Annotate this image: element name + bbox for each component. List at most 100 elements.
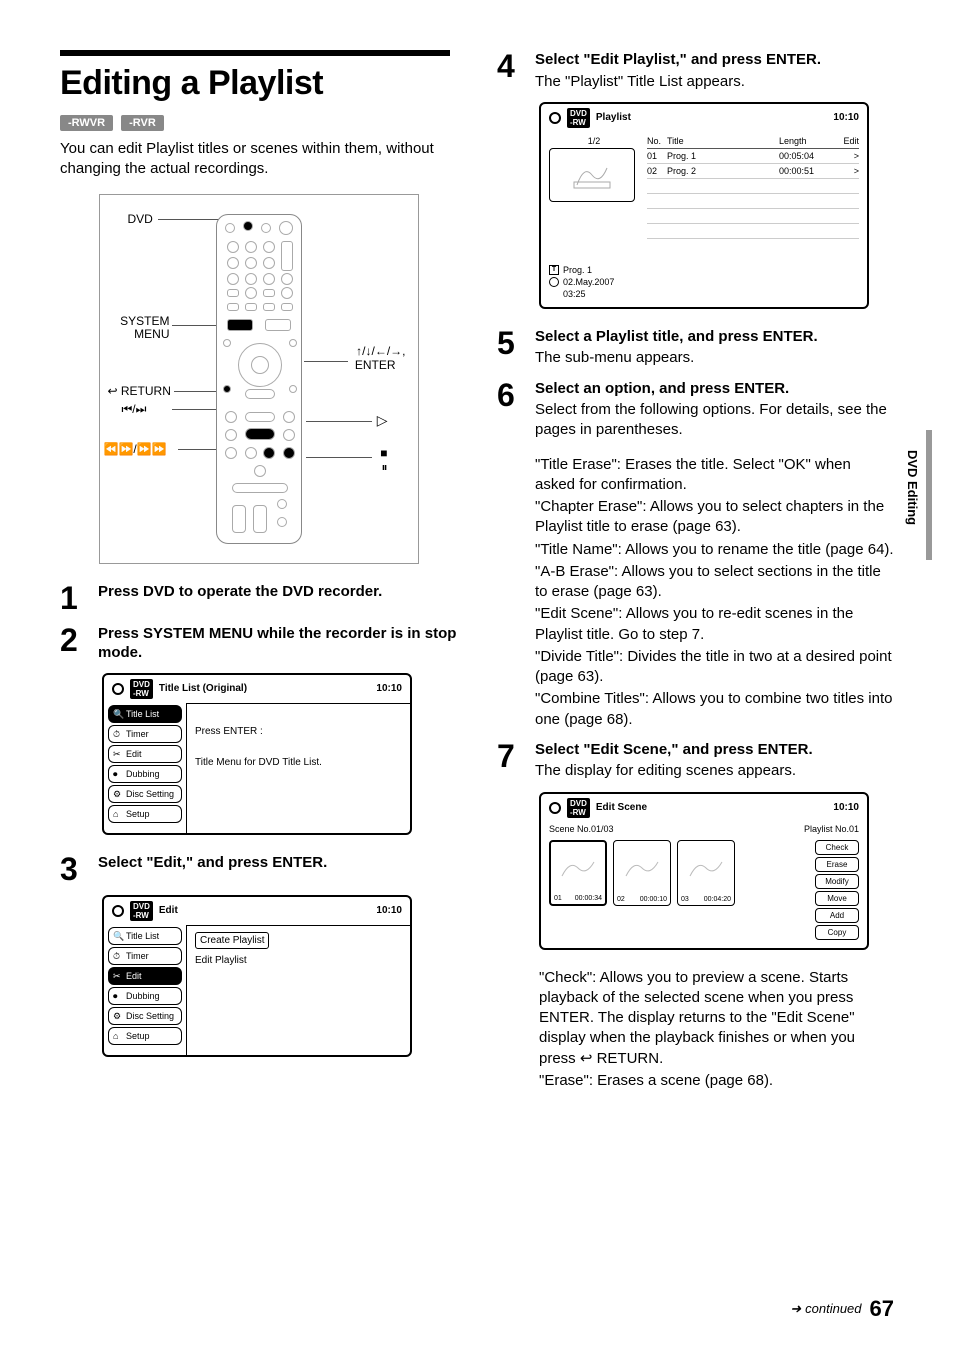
osd-tab-disc-setting: ⚙Disc Setting [108, 785, 182, 803]
label-rew-fwd: ⏪⏩/⏩⏩ [104, 443, 167, 456]
osd-title-list: DVD-RW Title List (Original) 10:10 🔍Titl… [102, 673, 412, 835]
disc-icon [549, 112, 561, 124]
tab-label: Setup [126, 1031, 150, 1041]
disc-icon [112, 683, 124, 695]
dvd-tag-icon: DVD-RW [130, 679, 153, 699]
step-7-head: Select "Edit Scene," and press ENTER. [535, 740, 813, 760]
step-7-body: The display for editing scenes appears. [535, 761, 813, 781]
osd-tab-dubbing: ⏺Dubbing [108, 765, 182, 783]
osd-playlist: DVD-RW Playlist 10:10 1/2 No. Title Leng… [539, 102, 869, 309]
tab-label: Disc Setting [126, 789, 174, 799]
label-stop: ■ [380, 447, 387, 460]
pl-edit: > [839, 166, 859, 176]
scene-thumb: 02 00:00:10 [613, 840, 671, 906]
clock-icon [549, 277, 559, 287]
pl-len: 00:05:04 [779, 151, 839, 161]
osd-title-list-time: 10:10 [376, 683, 402, 694]
tab-icon: ⏺ [113, 769, 123, 779]
osd-tab-dubbing: ⏺Dubbing [108, 987, 182, 1005]
dvd-tag-icon: DVD-RW [567, 798, 590, 818]
scene-btn-copy: Copy [815, 925, 859, 940]
tab-icon: ⏱ [113, 951, 123, 961]
scene-thumb-time: 00:04:20 [704, 896, 731, 903]
step-3: 3 Select "Edit," and press ENTER. [60, 853, 457, 885]
playlist-row: 01Prog. 100:05:04> [647, 149, 859, 164]
step-num-7: 7 [497, 740, 521, 772]
title-icon: T [549, 265, 559, 275]
playlist-table: No. Title Length Edit 01Prog. 100:05:04>… [647, 136, 859, 253]
osd-tab-title-list: 🔍Title List [108, 927, 182, 945]
scene-btn-move: Move [815, 891, 859, 906]
label-dvd: DVD [128, 213, 153, 226]
step-4-head: Select "Edit Playlist," and press ENTER. [535, 50, 821, 70]
label-return: ↩ RETURN [108, 385, 171, 398]
osd-tab-timer: ⏱Timer [108, 947, 182, 965]
side-marker-bar [926, 430, 932, 560]
step-7: 7 Select "Edit Scene," and press ENTER. … [497, 740, 894, 782]
osd-playlist-title: Playlist [596, 112, 631, 123]
scene-thumb-num: 03 [681, 896, 689, 903]
step-6-opt7: "Combine Titles": Allows you to combine … [535, 689, 894, 730]
pl-info-name: Prog. 1 [563, 265, 592, 275]
osd-tl-line2: Title Menu for DVD Title List. [195, 757, 402, 768]
step-6: 6 Select an option, and press ENTER. Sel… [497, 379, 894, 730]
scene-thumb-num: 02 [617, 896, 625, 903]
step-7-after2: "Erase": Erases a scene (page 68). [539, 1071, 894, 1091]
pl-title: Prog. 2 [667, 166, 779, 176]
right-column: 4 Select "Edit Playlist," and press ENTE… [497, 50, 894, 1091]
osd-playlist-pager: 1/2 [549, 136, 639, 146]
playlist-row: 02Prog. 200:00:51> [647, 164, 859, 179]
step-6-opt1: "Title Erase": Erases the title. Select … [535, 455, 894, 496]
scene-thumb-time: 00:00:10 [640, 896, 667, 903]
osd-edit-scene: DVD-RW Edit Scene 10:10 Scene No.01/03 P… [539, 792, 869, 950]
pl-hdr-len: Length [779, 136, 839, 146]
tab-label: Dubbing [126, 991, 160, 1001]
tab-icon: ⌂ [113, 1031, 123, 1041]
pl-title: Prog. 1 [667, 151, 779, 161]
osd-tab-disc-setting: ⚙Disc Setting [108, 1007, 182, 1025]
osd-tl-line1: Press ENTER : [195, 726, 402, 737]
pl-no: 01 [647, 151, 667, 161]
disc-icon [112, 905, 124, 917]
scene-btn-erase: Erase [815, 857, 859, 872]
tab-label: Title List [126, 931, 159, 941]
dvd-tag-icon: DVD-RW [130, 901, 153, 921]
page-title: Editing a Playlist [60, 64, 457, 103]
continued-label: continued [790, 1301, 861, 1317]
label-play: ▷ [377, 413, 388, 428]
osd-edit-item-1: Edit Playlist [195, 955, 402, 966]
tab-label: Timer [126, 951, 149, 961]
tab-label: Timer [126, 729, 149, 739]
tab-icon: 🔍 [113, 709, 123, 719]
label-prev-next: ⏮/⏭ [122, 403, 147, 416]
osd-edit: DVD-RW Edit 10:10 🔍Title List⏱Timer✂Edit… [102, 895, 412, 1057]
pl-hdr-edit: Edit [839, 136, 859, 146]
pl-hdr-title: Title [667, 136, 779, 146]
step-2: 2 Press SYSTEM MENU while the recorder i… [60, 624, 457, 663]
playlist-thumb [549, 148, 635, 202]
pl-len: 00:00:51 [779, 166, 839, 176]
step-6-opt5: "Edit Scene": Allows you to re-edit scen… [535, 604, 894, 645]
scene-thumb-image [678, 843, 734, 894]
scene-thumb-image [614, 843, 670, 894]
step-4: 4 Select "Edit Playlist," and press ENTE… [497, 50, 894, 92]
tab-icon: ⏺ [113, 991, 123, 1001]
step-num-6: 6 [497, 379, 521, 411]
disc-icon [549, 802, 561, 814]
step-num-1: 1 [60, 582, 84, 614]
tab-label: Setup [126, 809, 150, 819]
osd-edit-title: Edit [159, 905, 178, 916]
osd-tab-title-list: 🔍Title List [108, 705, 182, 723]
pl-info-date: 02.May.2007 [563, 277, 614, 287]
osd-playlist-no: Playlist No.01 [804, 824, 859, 834]
osd-playlist-time: 10:10 [833, 112, 859, 123]
osd-scene-time: 10:10 [833, 802, 859, 813]
scene-buttons: CheckEraseModifyMoveAddCopy [815, 840, 859, 940]
remote-diagram: DVD SYSTEM MENU ↩ RETURN ⏮/⏭ ⏪⏩/⏩⏩ ↑/↓/←… [99, 194, 419, 564]
badge-rwvr: -RWVR [60, 115, 113, 131]
label-arrows: ↑/↓/←/→, [356, 345, 405, 358]
page-footer: continued 67 [790, 1296, 894, 1322]
step-2-head: Press SYSTEM MENU while the recorder is … [98, 624, 457, 663]
osd-tab-timer: ⏱Timer [108, 725, 182, 743]
step-num-3: 3 [60, 853, 84, 885]
